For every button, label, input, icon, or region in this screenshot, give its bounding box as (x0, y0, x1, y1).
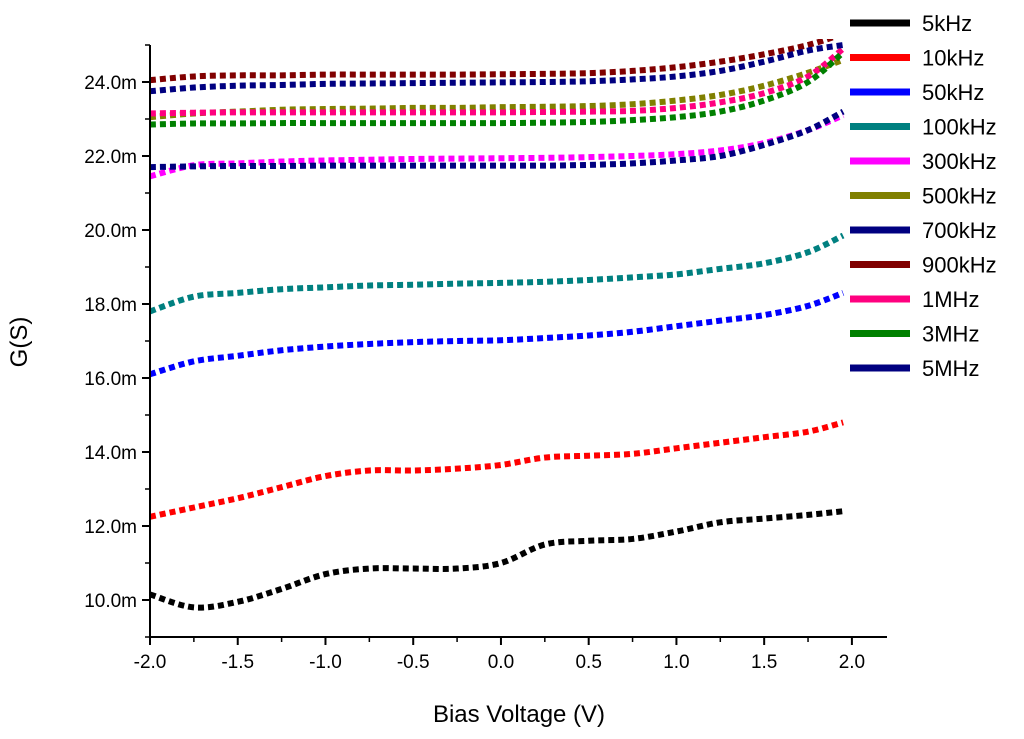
y-tick-label: 22.0m (84, 147, 137, 168)
series-line-5mhz (151, 42, 844, 95)
series-line-1mhz (151, 46, 846, 117)
legend: 5kHz 10kHz 50kHz 100kHz 300kHz 500kHz 700kHz 90… (850, 11, 997, 381)
legend-label-100khz: 100kHz (922, 115, 997, 140)
legend-label-900khz: 900kHz (922, 253, 997, 278)
y-tick-label: 18.0m (84, 295, 137, 316)
x-tick-label: 0.0 (488, 652, 514, 673)
series-line-900khz (151, 39, 838, 84)
y-tick-label: 14.0m (84, 443, 137, 464)
series-line-3mhz (151, 50, 846, 128)
legend-label-5khz: 5kHz (922, 11, 972, 36)
series-line-700khz (151, 108, 845, 171)
legend-label-700khz: 700kHz (922, 218, 997, 243)
y-tick-label: 12.0m (84, 517, 137, 538)
series-line-100khz (151, 232, 845, 315)
x-tick-label: -1.0 (309, 652, 342, 673)
legend-label-50khz: 50kHz (922, 80, 984, 105)
y-axis-title: G(S) (6, 317, 33, 368)
axes-layer: -2.0 -1.5 -1.0 -0.5 0.0 0.5 1.0 1.5 2.0 10.0m 12.0… (84, 44, 887, 673)
legend-label-300khz: 300kHz (922, 149, 997, 174)
y-tick-label: 16.0m (84, 369, 137, 390)
legend-label-3mhz: 3MHz (922, 322, 979, 347)
series-layer (151, 39, 846, 611)
x-tick-label: 0.5 (575, 652, 601, 673)
series-line-5khz (151, 508, 844, 611)
x-tick-label: 2.0 (839, 652, 865, 673)
legend-label-500khz: 500kHz (922, 184, 997, 209)
y-tick-label: 10.0m (84, 591, 137, 612)
x-tick-label: -2.0 (134, 652, 167, 673)
series-line-300khz (151, 112, 845, 180)
x-axis-title: Bias Voltage (V) (433, 701, 605, 728)
series-line-50khz (151, 290, 845, 378)
x-tick-label: -0.5 (397, 652, 430, 673)
legend-label-1mhz: 1MHz (922, 287, 979, 312)
legend-label-5mhz: 5MHz (922, 356, 979, 381)
legend-label-10khz: 10kHz (922, 46, 984, 71)
x-tick-label: 1.5 (751, 652, 777, 673)
x-tick-label: 1.0 (663, 652, 689, 673)
y-tick-label: 20.0m (84, 221, 137, 242)
y-tick-label: 24.0m (84, 73, 137, 94)
series-line-500khz (151, 56, 845, 121)
series-line-10khz (151, 419, 844, 520)
x-tick-label: -1.5 (221, 652, 254, 673)
